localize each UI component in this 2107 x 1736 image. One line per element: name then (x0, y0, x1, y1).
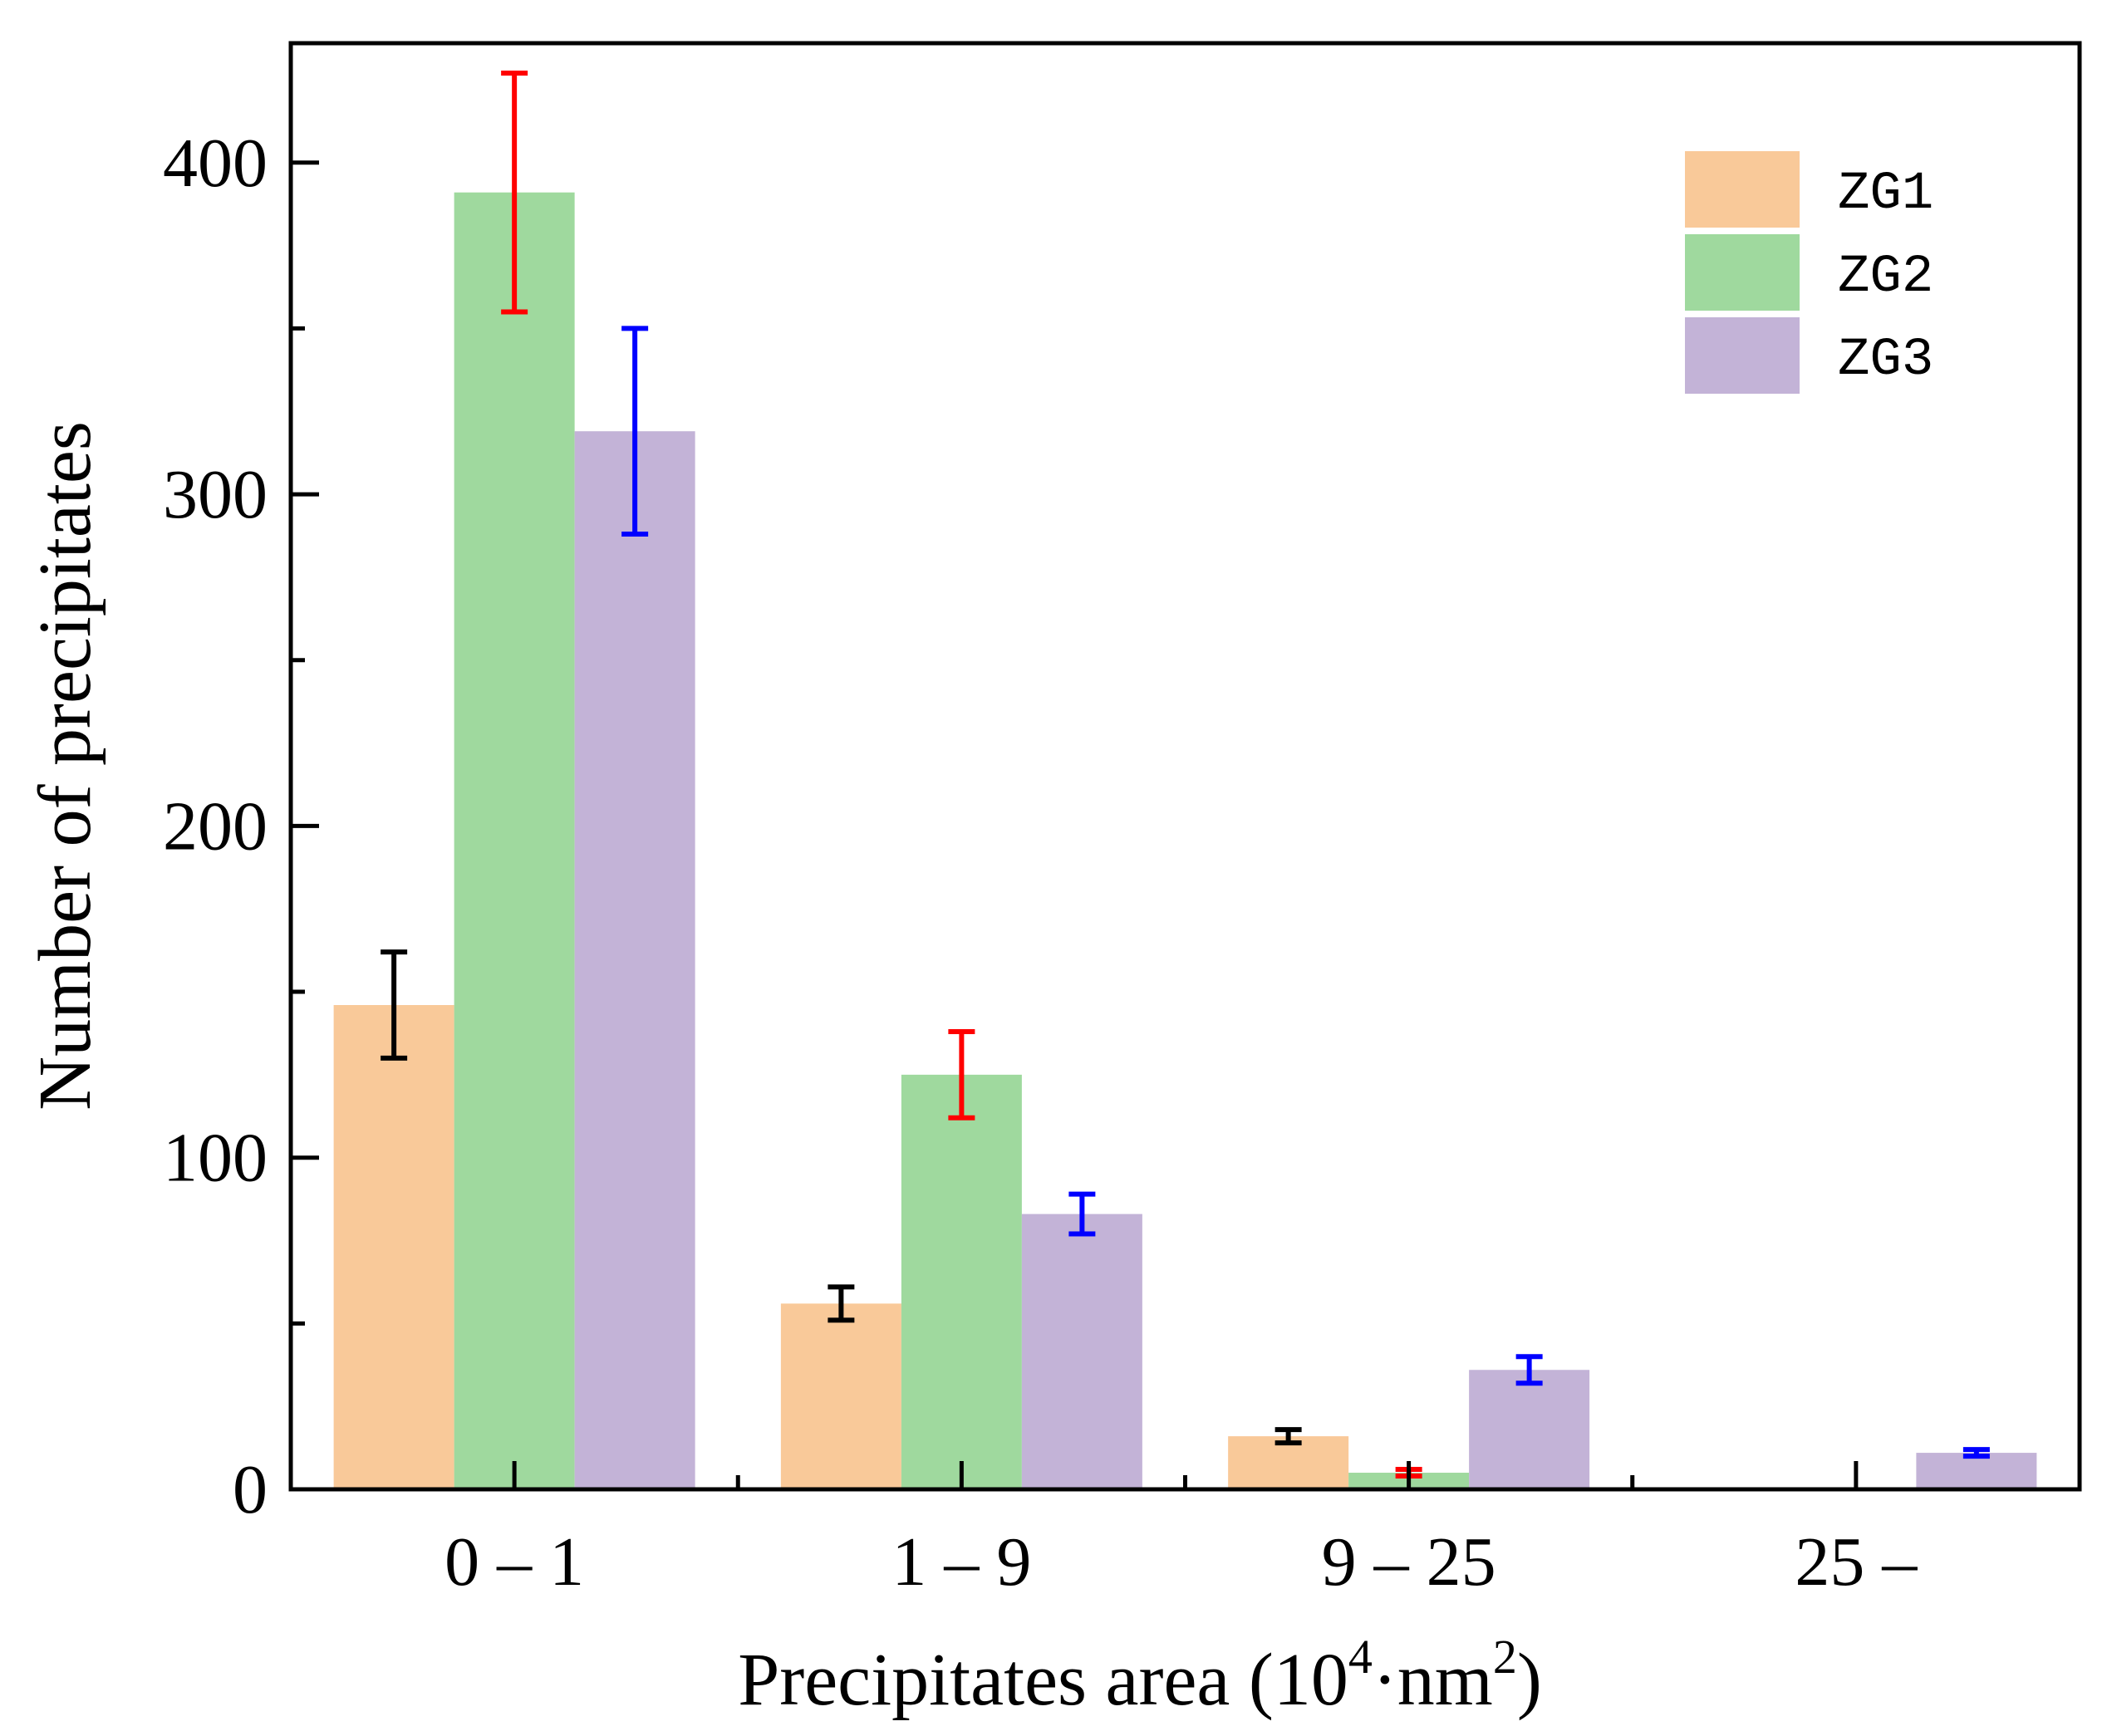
y-tick-label-1: 100 (163, 1120, 268, 1197)
error-bar-zg3-1 (1068, 1191, 1096, 1237)
y-axis-title: Number of precipitates (24, 421, 106, 1111)
error-bar-zg2-1 (948, 1028, 975, 1121)
legend-swatch-zg3 (1685, 317, 1800, 394)
x-axis-title-mid: ·nm (1373, 1639, 1493, 1721)
bar-zg3-3 (1916, 1453, 2037, 1489)
error-bar-zg3-3 (1962, 1447, 1990, 1459)
bar-zg2-0 (454, 192, 575, 1489)
x-tick-label-1: 1 – 9 (891, 1523, 1031, 1601)
bar-zg3-0 (574, 431, 695, 1489)
legend-label-zg1: ZG1 (1838, 164, 1933, 224)
y-tick-label-0: 0 (233, 1451, 268, 1528)
x-tick-label-2: 9 – 25 (1322, 1523, 1496, 1601)
axis-ticks-layer: 0 – 1 1 – 9 9 – 25 25 – 0 100 200 300 400 (163, 125, 1918, 1601)
legend: ZG1 ZG2 ZG3 (1685, 151, 1933, 394)
x-axis-title: Precipitates area (104·nm2) (738, 1630, 1542, 1721)
legend-swatch-zg1 (1685, 151, 1800, 228)
x-axis-title-sup-1: 4 (1348, 1630, 1373, 1684)
x-axis-title-end: ) (1517, 1639, 1542, 1721)
x-axis-title-main: Precipitates area (10 (738, 1639, 1348, 1721)
error-bar-zg1-0 (381, 949, 408, 1061)
y-tick-label-3: 300 (163, 456, 268, 533)
y-tick-label-2: 200 (163, 787, 268, 865)
bar-zg3-2 (1469, 1370, 1590, 1489)
legend-label-zg2: ZG2 (1838, 248, 1933, 307)
bar-zg2-1 (901, 1074, 1022, 1489)
x-tick-label-3: 25 – (1795, 1523, 1918, 1601)
x-tick-label-0: 0 – 1 (444, 1523, 584, 1601)
error-bars-layer (381, 70, 1990, 1479)
bars-layer (333, 192, 2037, 1489)
legend-swatch-zg2 (1685, 234, 1800, 311)
bar-zg1-1 (780, 1303, 901, 1489)
error-bar-zg1-2 (1275, 1427, 1302, 1446)
bar-zg1-0 (333, 1005, 454, 1489)
x-axis-title-sup-2: 2 (1493, 1630, 1517, 1684)
error-bar-zg3-0 (621, 326, 649, 537)
error-bar-zg3-2 (1515, 1354, 1543, 1386)
y-tick-label-4: 400 (163, 125, 268, 202)
error-bar-zg2-0 (501, 70, 528, 315)
error-bar-zg1-1 (828, 1284, 855, 1323)
legend-label-zg3: ZG3 (1838, 331, 1933, 390)
bar-zg3-1 (1021, 1214, 1142, 1489)
